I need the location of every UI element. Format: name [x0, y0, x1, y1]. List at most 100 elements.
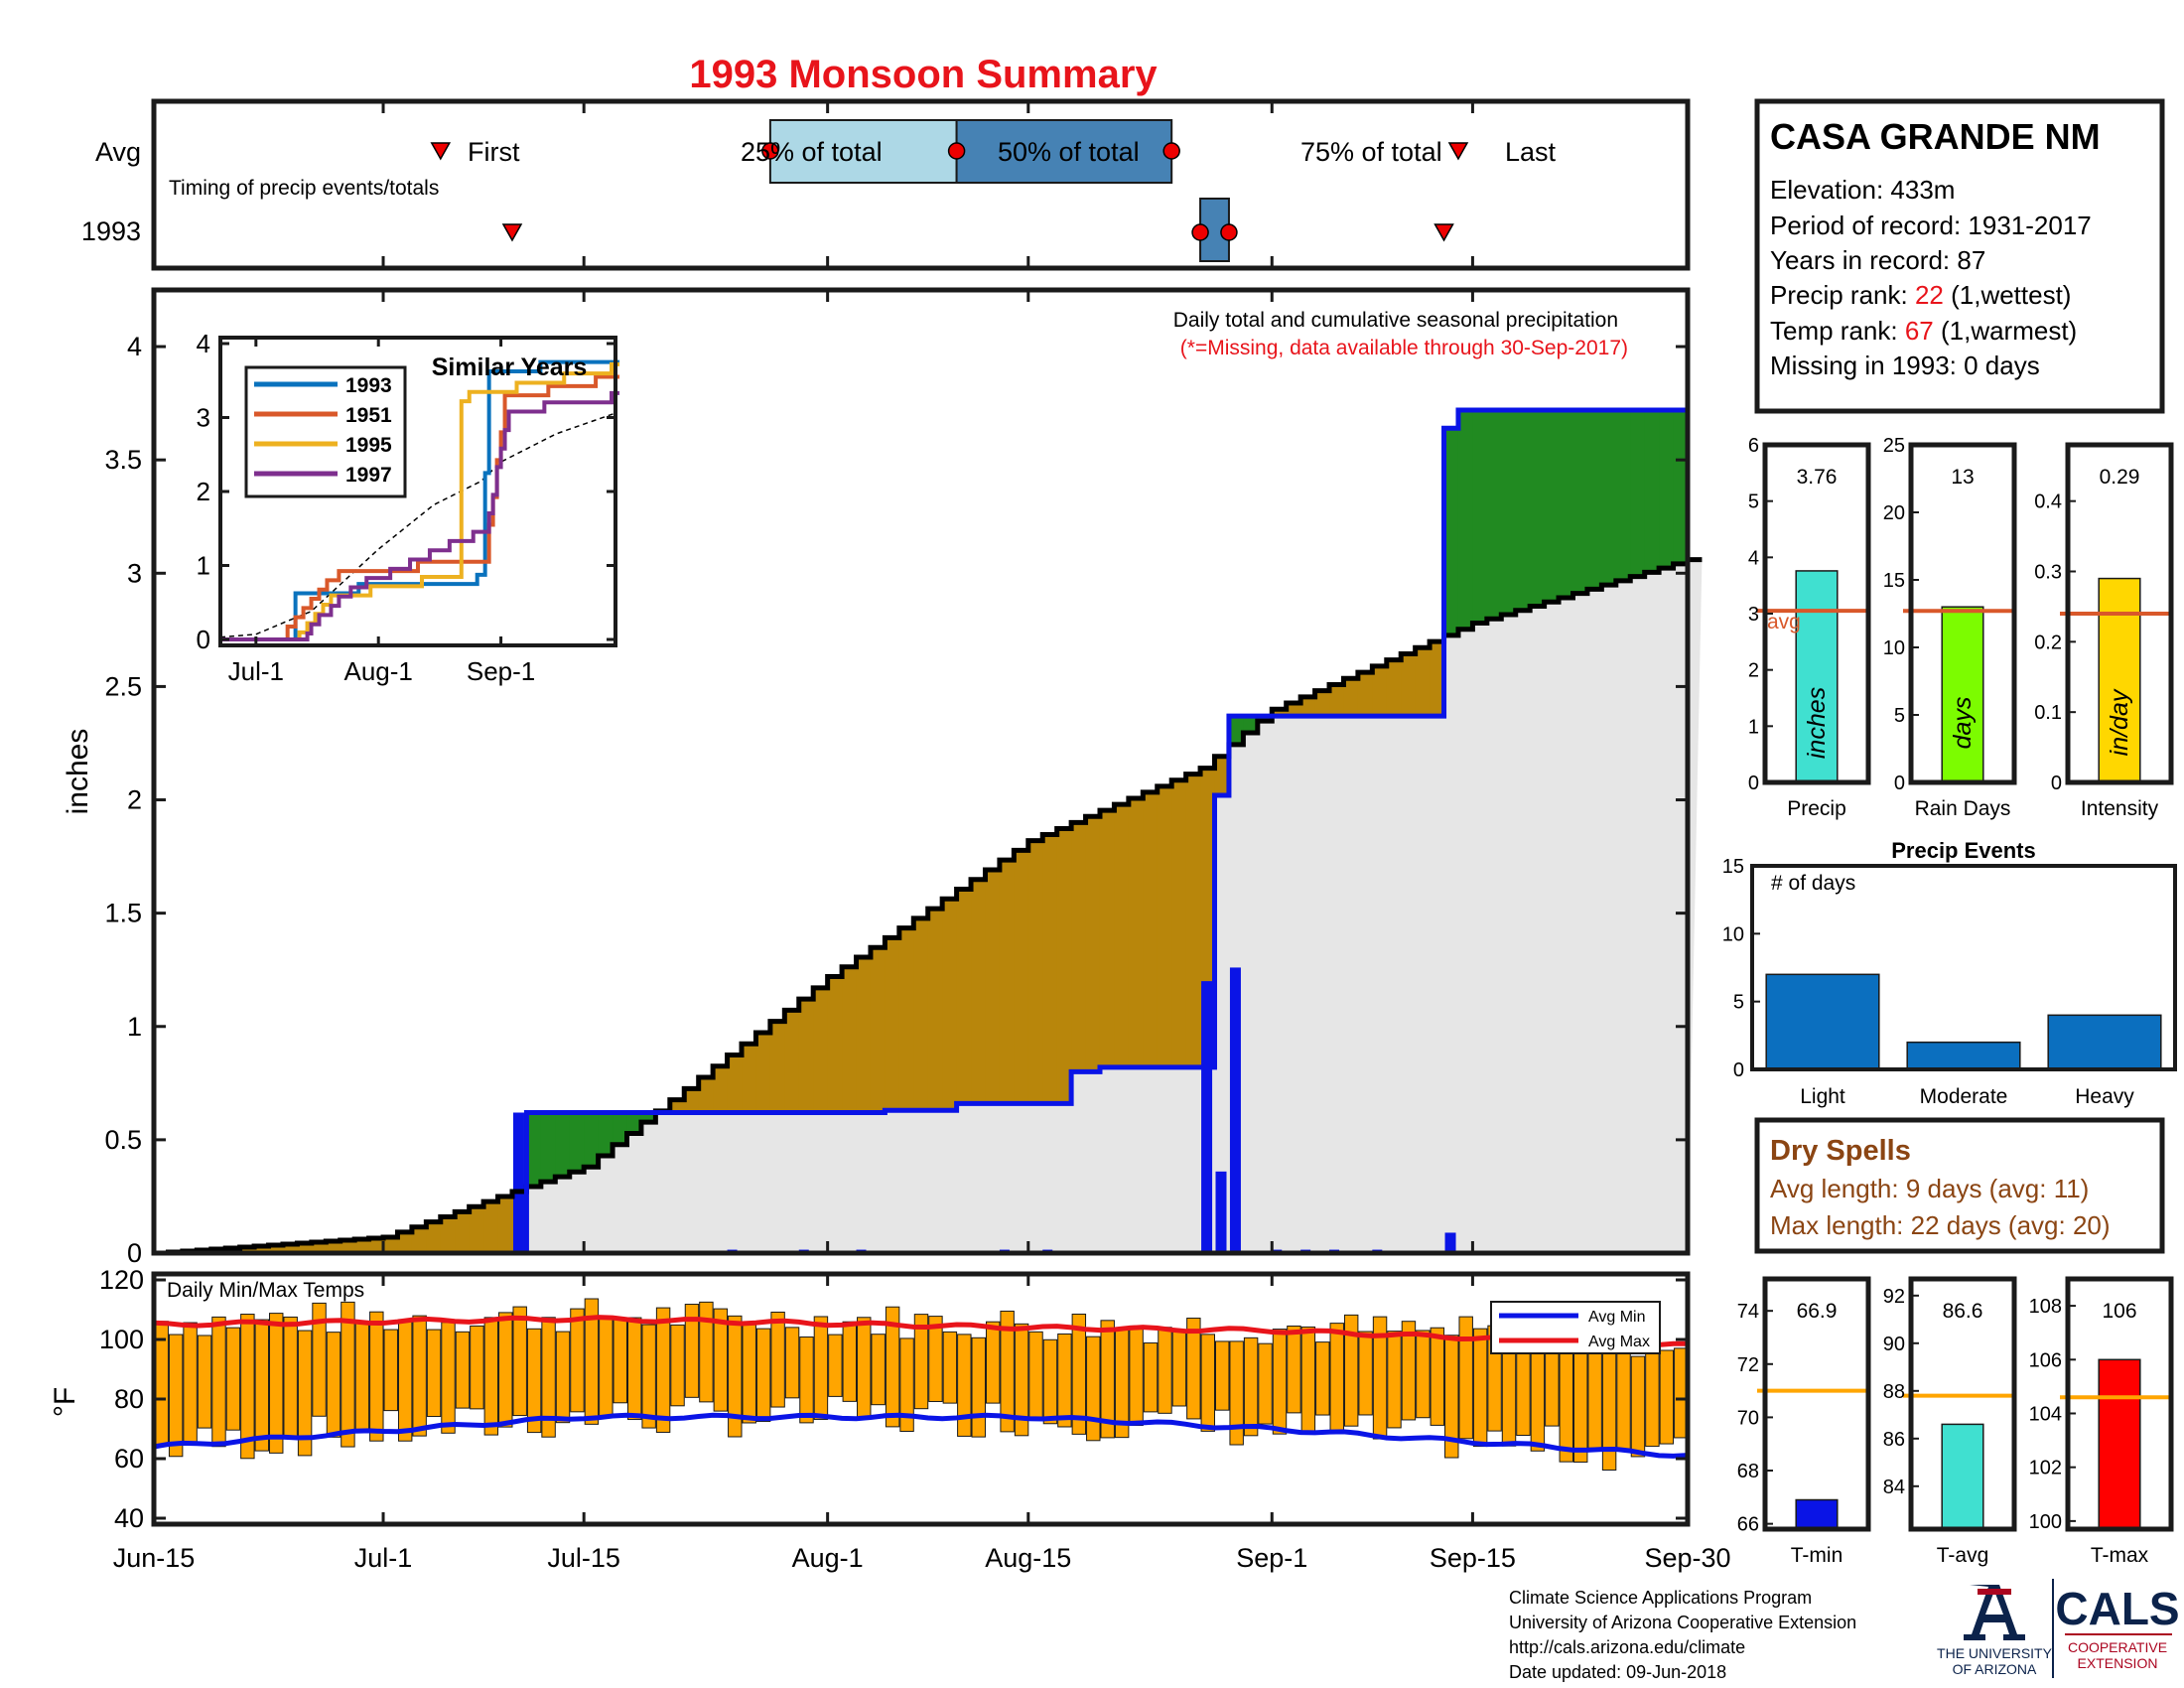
xtick-label: Aug-1	[792, 1543, 864, 1573]
t-min-label: T-min	[1791, 1544, 1843, 1567]
below-average-fill	[1157, 785, 1172, 1067]
above-average-fill	[1544, 409, 1560, 603]
events-ylabel: # of days	[1771, 872, 1855, 895]
below-average-fill	[1085, 816, 1101, 1072]
temp-ytick-label: 80	[114, 1384, 144, 1414]
footer-line4: Date updated: 09-Jun-2018	[1509, 1662, 1726, 1682]
below-average-fill	[1071, 822, 1087, 1072]
below-average-fill	[956, 889, 972, 1104]
inset-title: Similar Years	[432, 353, 588, 381]
timing-q25-label: 25% of total	[741, 137, 883, 167]
daily-temp-range-bar	[742, 1324, 756, 1424]
timing-q75-label: 75% of total	[1300, 137, 1442, 167]
daily-temp-range-bar	[1343, 1314, 1359, 1427]
intensity-ytick-label: 0	[2051, 773, 2062, 794]
events-bar-heavy	[2047, 1014, 2162, 1070]
inset-legend-label: 1997	[345, 464, 392, 487]
t-max-ytick-label: 100	[2029, 1511, 2062, 1533]
xtick-label: Sep-30	[1644, 1543, 1730, 1573]
below-average-fill	[942, 899, 958, 1111]
daily-temp-range-bar	[599, 1317, 614, 1418]
daily-temp-range-bar	[455, 1331, 471, 1409]
events-ytick-label: 0	[1733, 1059, 1744, 1081]
daily-temp-range-bar	[1071, 1313, 1087, 1435]
dry-avg: Avg length: 9 days (avg: 11)	[1770, 1174, 2089, 1203]
daily-temp-range-bar	[1444, 1335, 1459, 1459]
footer-line1: Climate Science Applications Program	[1509, 1588, 1812, 1608]
below-average-fill	[1185, 774, 1201, 1067]
below-average-fill	[1300, 696, 1316, 717]
below-average-fill	[239, 1247, 255, 1253]
below-average-fill	[727, 1055, 743, 1113]
t-min-plot-area	[1765, 1279, 1868, 1529]
t-max-value-text: 106	[2102, 1300, 2136, 1323]
cals-sub2: EXTENSION	[2078, 1655, 2158, 1671]
below-average-fill	[856, 956, 872, 1113]
precip-ytick-label: 4	[127, 332, 142, 361]
daily-temp-range-bar	[584, 1298, 600, 1425]
temp-summary-bars: 66 68 70 72 74 66.9 T-min 84 86 88 90 92 86.6 T-avg 10…	[1737, 1276, 2174, 1567]
missing-days: Missing in 1993: 0 days	[1770, 351, 2040, 380]
rain-days-value-text: 13	[1951, 466, 1974, 489]
below-average-fill	[1128, 798, 1144, 1067]
temp-ytick-label: 120	[99, 1265, 144, 1295]
precip-unit-text: inches	[1803, 687, 1831, 759]
above-average-fill	[1472, 409, 1488, 624]
precip-ytick-label: 2.5	[104, 671, 142, 701]
above-average-fill	[526, 1112, 542, 1188]
above-average-fill	[613, 1112, 628, 1145]
below-average-fill	[913, 917, 929, 1111]
t-max-ytick-label: 106	[2029, 1349, 2062, 1371]
precip-value-text: 3.76	[1797, 466, 1838, 489]
t-avg-ytick-label: 84	[1883, 1477, 1905, 1498]
below-average-fill	[1099, 810, 1116, 1067]
precip-ytick-label: 4	[1748, 547, 1759, 569]
above-average-fill	[598, 1112, 614, 1156]
rain-days-ytick-label: 0	[1894, 773, 1905, 794]
daily-temp-range-bar	[240, 1314, 255, 1460]
daily-temp-range-bar	[770, 1311, 785, 1408]
daily-temp-range-bar	[641, 1324, 656, 1429]
daily-temp-range-bar	[570, 1308, 585, 1413]
footer-line3: http://cals.arizona.edu/climate	[1509, 1637, 1745, 1657]
precip-avg-label: avg	[1767, 611, 1801, 633]
daily-temp-range-bar	[1659, 1349, 1675, 1445]
daily-temp-range-bar	[899, 1337, 914, 1433]
t-min-value-text: 66.9	[1797, 1300, 1838, 1323]
below-average-fill	[1286, 703, 1301, 717]
below-average-fill	[411, 1226, 427, 1253]
temp-ytick-label: 100	[99, 1325, 144, 1354]
daily-temp-range-bar	[1057, 1333, 1072, 1428]
precip-ytick-label: 0	[127, 1238, 142, 1268]
inset-legend-label: 1995	[345, 434, 392, 457]
daily-temp-range-bar	[871, 1334, 886, 1406]
below-average-fill	[898, 927, 914, 1111]
daily-temp-range-bar	[1472, 1328, 1488, 1448]
below-average-fill	[1343, 678, 1359, 717]
precip-ytick-label: 2	[1748, 660, 1759, 682]
timing-last-label: Last	[1505, 137, 1557, 167]
daily-temp-range-bar	[655, 1307, 671, 1433]
t-avg-bar	[1941, 1423, 1984, 1530]
daily-temp-range-bar	[799, 1336, 814, 1424]
station-elevation: Elevation: 433m	[1770, 175, 1955, 205]
daily-temp-range-bar	[1143, 1342, 1159, 1413]
below-average-fill	[1329, 684, 1345, 717]
xtick-label: Sep-1	[1236, 1543, 1307, 1573]
average-cumulative-area	[154, 559, 1703, 1253]
intensity-ytick-label: 0.1	[2034, 702, 2062, 724]
daily-temp-range-bar	[684, 1304, 700, 1398]
t-avg-ytick-label: 90	[1883, 1334, 1905, 1355]
precip-ytick-label: 1	[1748, 716, 1759, 738]
below-average-fill	[842, 966, 858, 1113]
daily-temp-range-bar	[699, 1301, 714, 1403]
precip-note: (*=Missing, data available through 30-Se…	[1180, 337, 1628, 359]
events-ytick-label: 5	[1733, 992, 1744, 1014]
daily-temp-range-bar	[942, 1331, 958, 1404]
daily-temp-range-bar	[1129, 1325, 1144, 1427]
precip-ytick-label: 1.5	[104, 899, 142, 928]
daily-temp-range-bar	[383, 1329, 398, 1412]
intensity-frame	[2065, 442, 2174, 785]
t-min-ytick-label: 74	[1737, 1301, 1759, 1323]
